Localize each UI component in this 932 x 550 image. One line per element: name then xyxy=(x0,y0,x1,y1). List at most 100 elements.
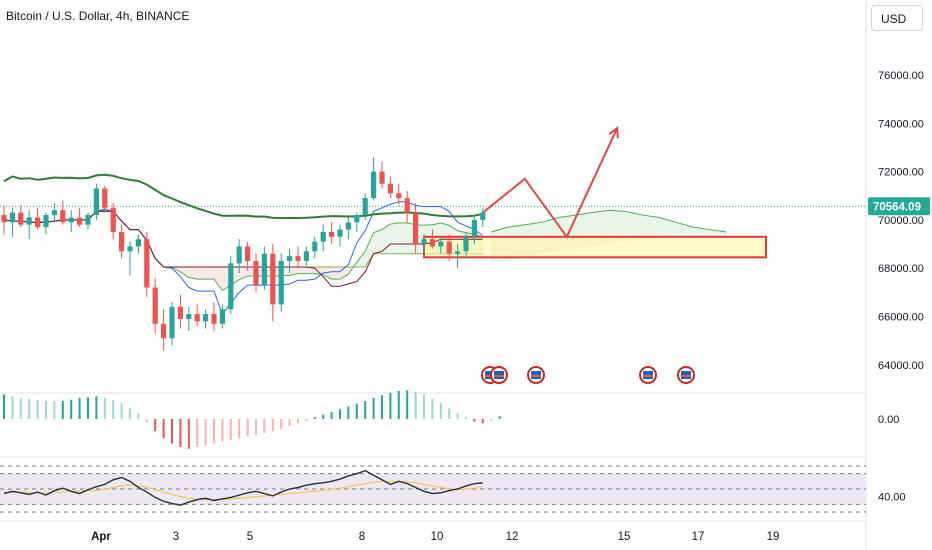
last-price-label: 70564.09 xyxy=(873,201,921,213)
candle-body xyxy=(429,239,435,247)
candle-body xyxy=(337,229,343,237)
candle-body xyxy=(413,212,419,245)
cloud-segment xyxy=(390,222,399,254)
event-markers xyxy=(481,366,695,384)
candle-body xyxy=(35,217,41,228)
time-tick-label: 5 xyxy=(247,531,253,543)
time-axis: Apr 3 5 8 10 12 15 17 19 xyxy=(91,531,779,543)
candle-body xyxy=(43,215,49,228)
cloud-segment xyxy=(323,266,332,280)
projection-line xyxy=(482,127,619,239)
time-tick-label: 15 xyxy=(618,531,631,543)
time-tick-label: 19 xyxy=(767,531,780,543)
candle-body xyxy=(236,246,242,264)
cloud-segment xyxy=(188,266,198,280)
time-tick-label: 3 xyxy=(173,531,179,543)
cloud-segment xyxy=(205,266,214,280)
candle-body xyxy=(68,217,74,223)
time-tick-label: 8 xyxy=(359,531,365,543)
cloud-segment xyxy=(365,232,374,267)
candle-body xyxy=(463,236,469,252)
candle-body xyxy=(270,253,276,305)
rsi-pane: 40.00 xyxy=(0,465,906,513)
candles xyxy=(1,157,486,351)
candle-body xyxy=(203,314,209,322)
last-price-badge xyxy=(868,197,930,216)
cloud-segment xyxy=(214,266,223,291)
candle-body xyxy=(455,251,461,254)
candle-body xyxy=(421,239,427,245)
candle-body xyxy=(396,193,402,199)
candle-body xyxy=(303,251,309,261)
candle-body xyxy=(354,215,360,223)
candle-body xyxy=(362,198,368,216)
cloud-forward-segment xyxy=(692,227,710,237)
price-tick-label: 72000.00 xyxy=(878,167,924,179)
candle-body xyxy=(135,239,141,247)
candle-body xyxy=(77,217,83,225)
price-axis: 76000.00 74000.00 72000.00 70000.00 68000.00… xyxy=(868,70,930,372)
candle-body xyxy=(320,231,326,242)
candle-body xyxy=(144,239,150,288)
support-zone-box xyxy=(423,235,767,259)
candle-body xyxy=(194,314,200,322)
candle-body xyxy=(379,171,385,184)
candle-body xyxy=(211,314,217,324)
cloud-forward-segment xyxy=(642,215,660,240)
candle-body xyxy=(228,263,234,310)
candle-body xyxy=(480,212,486,220)
candle-body xyxy=(18,212,24,225)
candle-body xyxy=(186,314,192,319)
cloud-forward-segment xyxy=(659,217,676,240)
candle-body xyxy=(387,183,393,194)
candle-body xyxy=(60,210,66,223)
candle-body xyxy=(312,241,318,252)
kijun-line xyxy=(3,210,483,287)
tenkan-line xyxy=(3,201,484,316)
cloud-segment xyxy=(306,266,315,274)
candle-body xyxy=(9,212,15,223)
candle-body xyxy=(169,306,175,339)
candle-body xyxy=(253,260,259,286)
candle-body xyxy=(404,198,410,213)
price-tick-label: 76000.00 xyxy=(878,70,924,82)
price-tick-label: 68000.00 xyxy=(878,263,924,275)
cloud-segment xyxy=(356,251,366,267)
rsi-axis-label: 40.00 xyxy=(878,492,906,504)
candle-body xyxy=(102,188,108,208)
projection-arrowhead xyxy=(608,126,619,139)
rsi-line xyxy=(3,469,483,506)
time-tick-label: 12 xyxy=(506,531,519,543)
time-tick-label: Apr xyxy=(91,531,111,543)
candle-body xyxy=(110,207,116,232)
cloud-forward-segment xyxy=(709,229,727,237)
histogram-zero-label: 0.00 xyxy=(878,414,899,426)
currency-button[interactable]: USD xyxy=(871,5,923,31)
candle-body xyxy=(119,231,125,252)
candle-body xyxy=(51,210,57,216)
candle-body xyxy=(161,323,167,339)
candle-body xyxy=(26,217,32,225)
candle-body xyxy=(278,260,284,305)
cloud-segment xyxy=(180,266,189,278)
indicator-lines xyxy=(3,173,484,316)
candle-body xyxy=(1,215,7,223)
candle-body xyxy=(295,256,301,261)
cloud-segment xyxy=(298,266,307,274)
time-tick-label: 17 xyxy=(692,531,705,543)
candle-body xyxy=(85,215,91,225)
price-tick-label: 66000.00 xyxy=(878,312,924,324)
candle-body xyxy=(261,253,267,286)
candle-body xyxy=(287,256,293,261)
candle-body xyxy=(446,241,452,254)
histogram-pane: 0.00 xyxy=(3,390,899,449)
support-zone xyxy=(423,235,767,259)
candle-body xyxy=(371,171,377,199)
candle-body xyxy=(329,231,335,237)
candle-body xyxy=(127,246,133,252)
cloud-segment xyxy=(331,266,340,280)
projection-path xyxy=(482,126,619,239)
span-a-forward xyxy=(491,209,727,233)
candle-body xyxy=(245,246,251,261)
